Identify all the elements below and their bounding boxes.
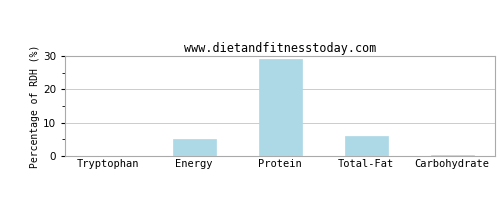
Bar xyxy=(344,136,388,156)
Bar xyxy=(172,139,216,156)
Bar xyxy=(430,155,474,156)
Bar xyxy=(258,59,302,156)
Y-axis label: Percentage of RDH (%): Percentage of RDH (%) xyxy=(30,44,40,168)
Title: www.dietandfitnesstoday.com: www.dietandfitnesstoday.com xyxy=(184,42,376,55)
